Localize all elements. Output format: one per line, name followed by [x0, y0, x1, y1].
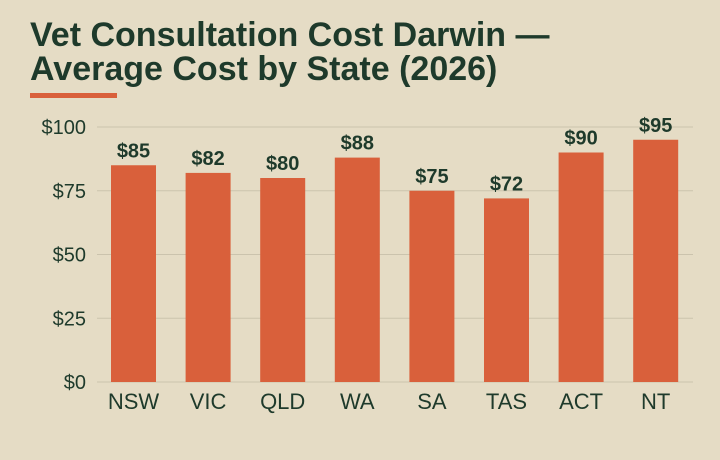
bar-vic	[185, 172, 231, 382]
x-tick-label: QLD	[260, 389, 305, 414]
bar-nt	[633, 139, 679, 382]
y-tick-label: $25	[53, 308, 86, 330]
x-tick-label: TAS	[486, 389, 527, 414]
chart-title-line-1: Vet Consultation Cost Darwin —	[30, 16, 550, 54]
bars	[111, 139, 679, 382]
bar-tas	[484, 198, 529, 382]
bar-nsw	[111, 165, 156, 382]
y-axis-ticks: $0 $25 $50 $75 $100	[42, 117, 87, 394]
y-tick-label: $0	[64, 372, 86, 394]
data-label: $90	[564, 128, 597, 150]
bar-sa	[409, 190, 455, 382]
x-tick-label: NT	[641, 389, 670, 414]
chart-title-line-2: Average Cost by State (2026)	[30, 50, 498, 88]
bar-wa	[334, 157, 380, 382]
data-label: $88	[341, 133, 374, 155]
x-tick-label: VIC	[190, 389, 227, 414]
data-label: $85	[117, 140, 150, 162]
title-accent-bar	[30, 93, 117, 98]
bar-act	[558, 152, 604, 382]
data-label: $82	[191, 148, 224, 170]
chart-title: Vet Consultation Cost Darwin — Average C…	[30, 18, 690, 86]
bar-qld	[260, 178, 306, 382]
x-tick-label: ACT	[559, 389, 603, 414]
x-tick-label: NSW	[108, 389, 160, 414]
data-label: $80	[266, 153, 299, 175]
x-tick-label: SA	[417, 389, 447, 414]
data-label: $95	[639, 115, 672, 137]
y-tick-label: $75	[53, 181, 86, 203]
data-label: $75	[415, 166, 448, 188]
x-axis-ticks: NSW VIC QLD WA SA TAS ACT NT	[108, 389, 671, 414]
y-tick-label: $100	[42, 117, 87, 139]
data-labels: $85 $82 $80 $88 $75 $72 $90 $95	[117, 115, 673, 196]
y-tick-label: $50	[53, 245, 86, 267]
data-label: $72	[490, 173, 523, 195]
x-tick-label: WA	[340, 389, 375, 414]
